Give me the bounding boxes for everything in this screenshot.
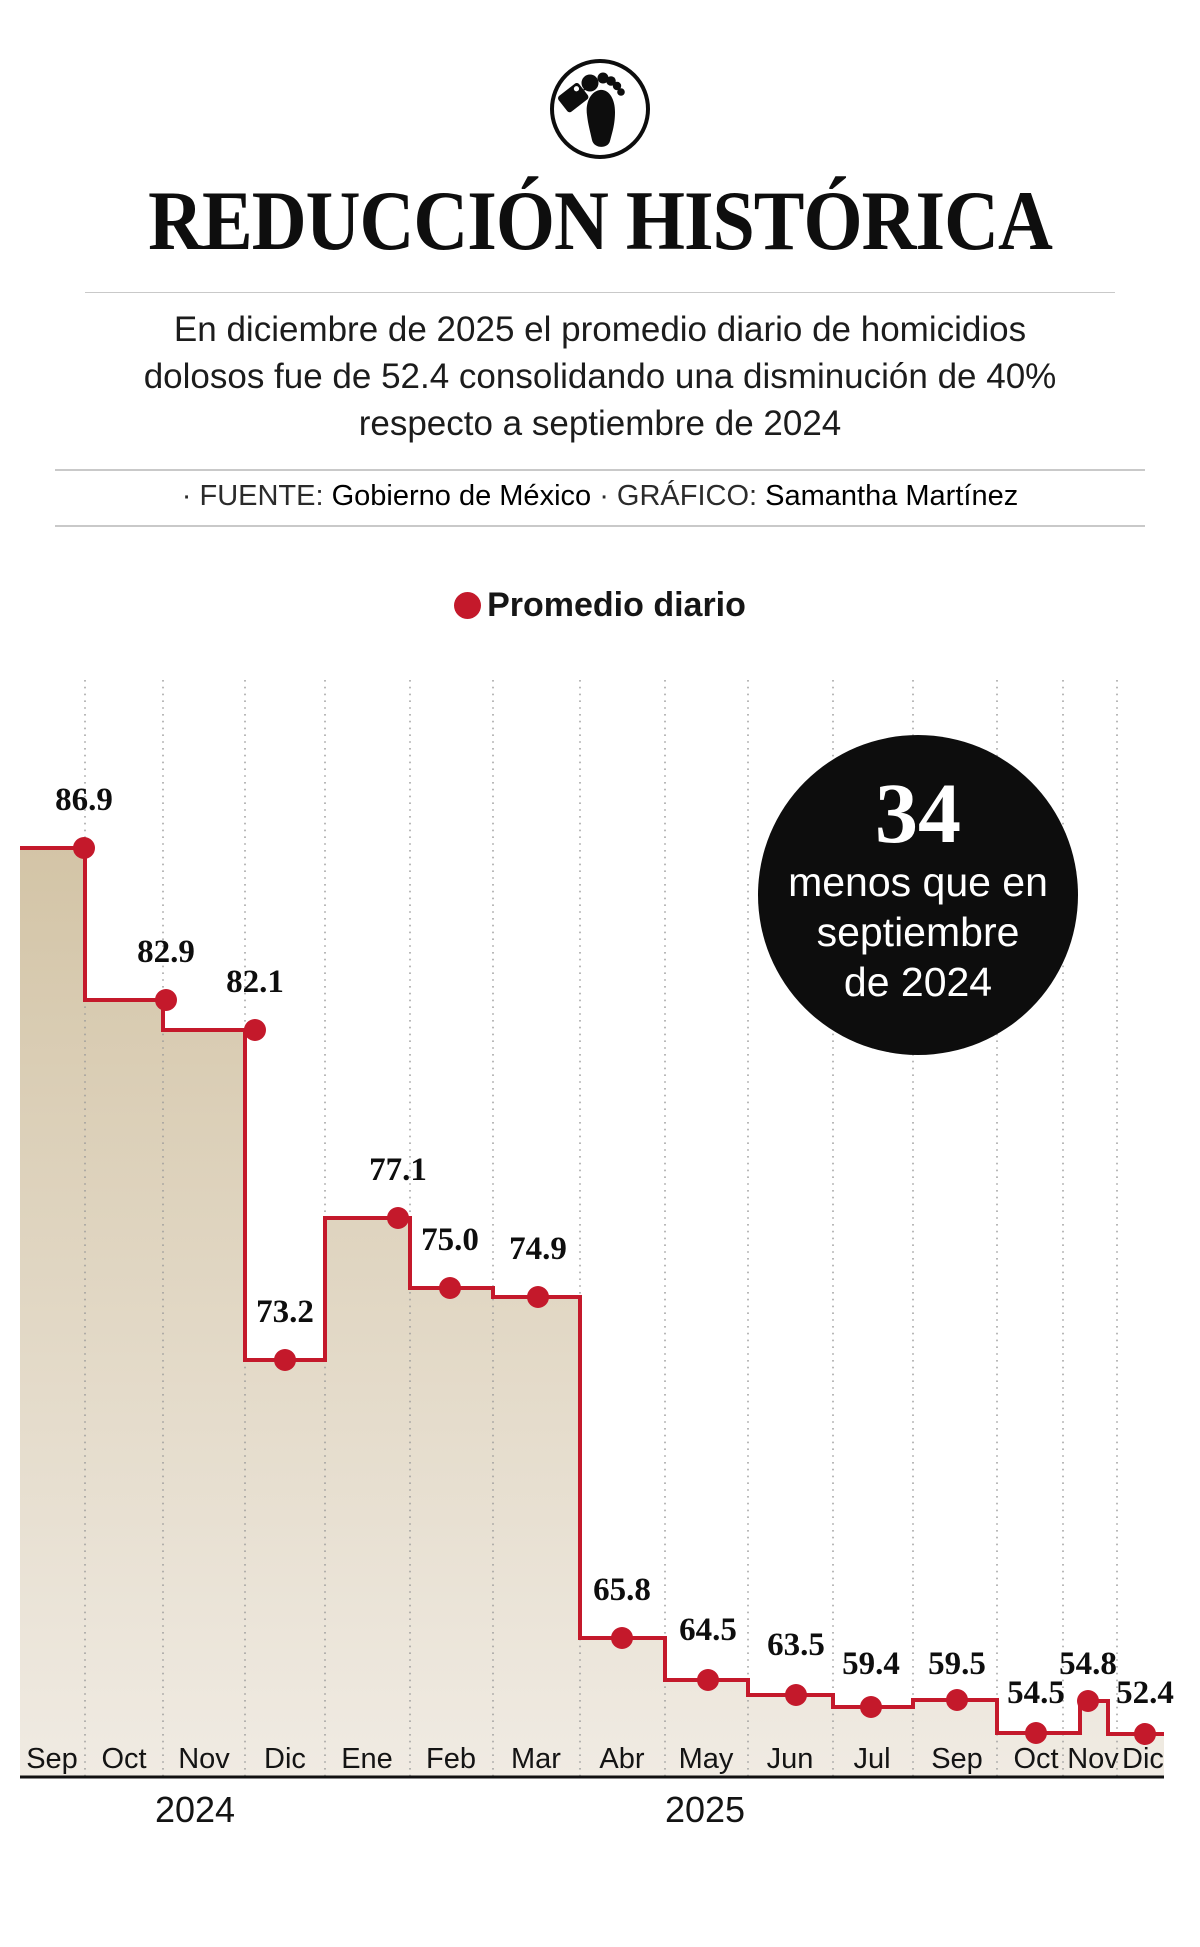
x-axis-label: Oct [1013, 1743, 1058, 1775]
data-point [244, 1019, 266, 1041]
data-point [785, 1684, 807, 1706]
source-credit: · FUENTE: Gobierno de México · GRÁFICO: … [0, 480, 1200, 513]
annotation-number: 34 [875, 765, 961, 861]
data-point [860, 1696, 882, 1718]
x-axis-label: Dic [264, 1743, 306, 1775]
x-axis-label: Jul [853, 1743, 890, 1775]
value-label: 77.1 [369, 1152, 427, 1188]
x-axis-label: Ene [341, 1743, 393, 1775]
data-point [1134, 1723, 1156, 1745]
foot-tag-logo-icon [550, 59, 650, 159]
data-point [611, 1627, 633, 1649]
x-axis-label: Jun [767, 1743, 814, 1775]
annotation-badge: 34 menos que en septiembre de 2024 [758, 735, 1078, 1055]
data-point [155, 989, 177, 1011]
x-axis-label: Mar [511, 1743, 561, 1775]
data-point [527, 1286, 549, 1308]
value-label: 54.5 [1007, 1675, 1065, 1711]
value-label: 74.9 [509, 1231, 567, 1267]
value-label: 73.2 [256, 1294, 314, 1330]
divider [55, 469, 1145, 471]
value-label: 54.8 [1059, 1646, 1117, 1682]
data-point [1025, 1722, 1047, 1744]
source-label: · FUENTE: [181, 480, 332, 512]
year-label: 2025 [665, 1789, 745, 1830]
data-point [387, 1207, 409, 1229]
legend: Promedio diario [0, 586, 1200, 625]
x-axis-label: Sep [931, 1743, 983, 1775]
page-title: REDUCCIÓN HISTÓRICA [148, 173, 1053, 268]
subtitle-line-3: respecto a septiembre de 2024 [358, 404, 842, 443]
value-label: 52.4 [1116, 1675, 1174, 1711]
x-axis-label: Dic [1122, 1743, 1164, 1775]
value-label: 59.5 [928, 1646, 986, 1682]
value-label: 82.1 [226, 964, 284, 1000]
data-point [439, 1277, 461, 1299]
divider [55, 525, 1145, 527]
value-label: 75.0 [421, 1222, 479, 1258]
annotation-line-1: menos que en [788, 859, 1048, 905]
x-axis-label: May [679, 1743, 734, 1775]
area-fill [20, 848, 1164, 1777]
graphic-label: · GRÁFICO: [591, 480, 766, 512]
x-axis-label: Abr [599, 1743, 644, 1775]
value-label: 82.9 [137, 934, 195, 970]
data-point [1077, 1690, 1099, 1712]
value-label: 64.5 [679, 1612, 737, 1648]
annotation-line-3: de 2024 [843, 959, 993, 1005]
value-label: 65.8 [593, 1572, 651, 1608]
data-point [274, 1349, 296, 1371]
graphic-author: Samantha Martínez [765, 480, 1019, 512]
legend-label: Promedio diario [487, 586, 746, 624]
x-axis-label: Feb [426, 1743, 476, 1775]
annotation-line-2: septiembre [816, 909, 1020, 955]
divider [85, 292, 1115, 293]
x-axis-label: Nov [1067, 1743, 1119, 1775]
x-axis-label: Sep [26, 1743, 78, 1775]
x-axis-label: Nov [178, 1743, 230, 1775]
legend-dot-icon [454, 592, 482, 619]
subtitle-line-2: dolosos fue de 52.4 consolidando una dis… [143, 357, 1057, 396]
year-label: 2024 [155, 1789, 235, 1830]
data-point [697, 1669, 719, 1691]
value-label: 59.4 [842, 1646, 900, 1682]
subtitle: En diciembre de 2025 el promedio diario … [100, 306, 1100, 447]
value-label: 63.5 [767, 1627, 825, 1663]
data-point [73, 837, 95, 859]
source-org: Gobierno de México [331, 480, 592, 512]
data-point [946, 1689, 968, 1711]
subtitle-line-1: En diciembre de 2025 el promedio diario … [173, 310, 1027, 349]
x-axis-label: Oct [101, 1743, 146, 1775]
value-label: 86.9 [55, 782, 113, 818]
